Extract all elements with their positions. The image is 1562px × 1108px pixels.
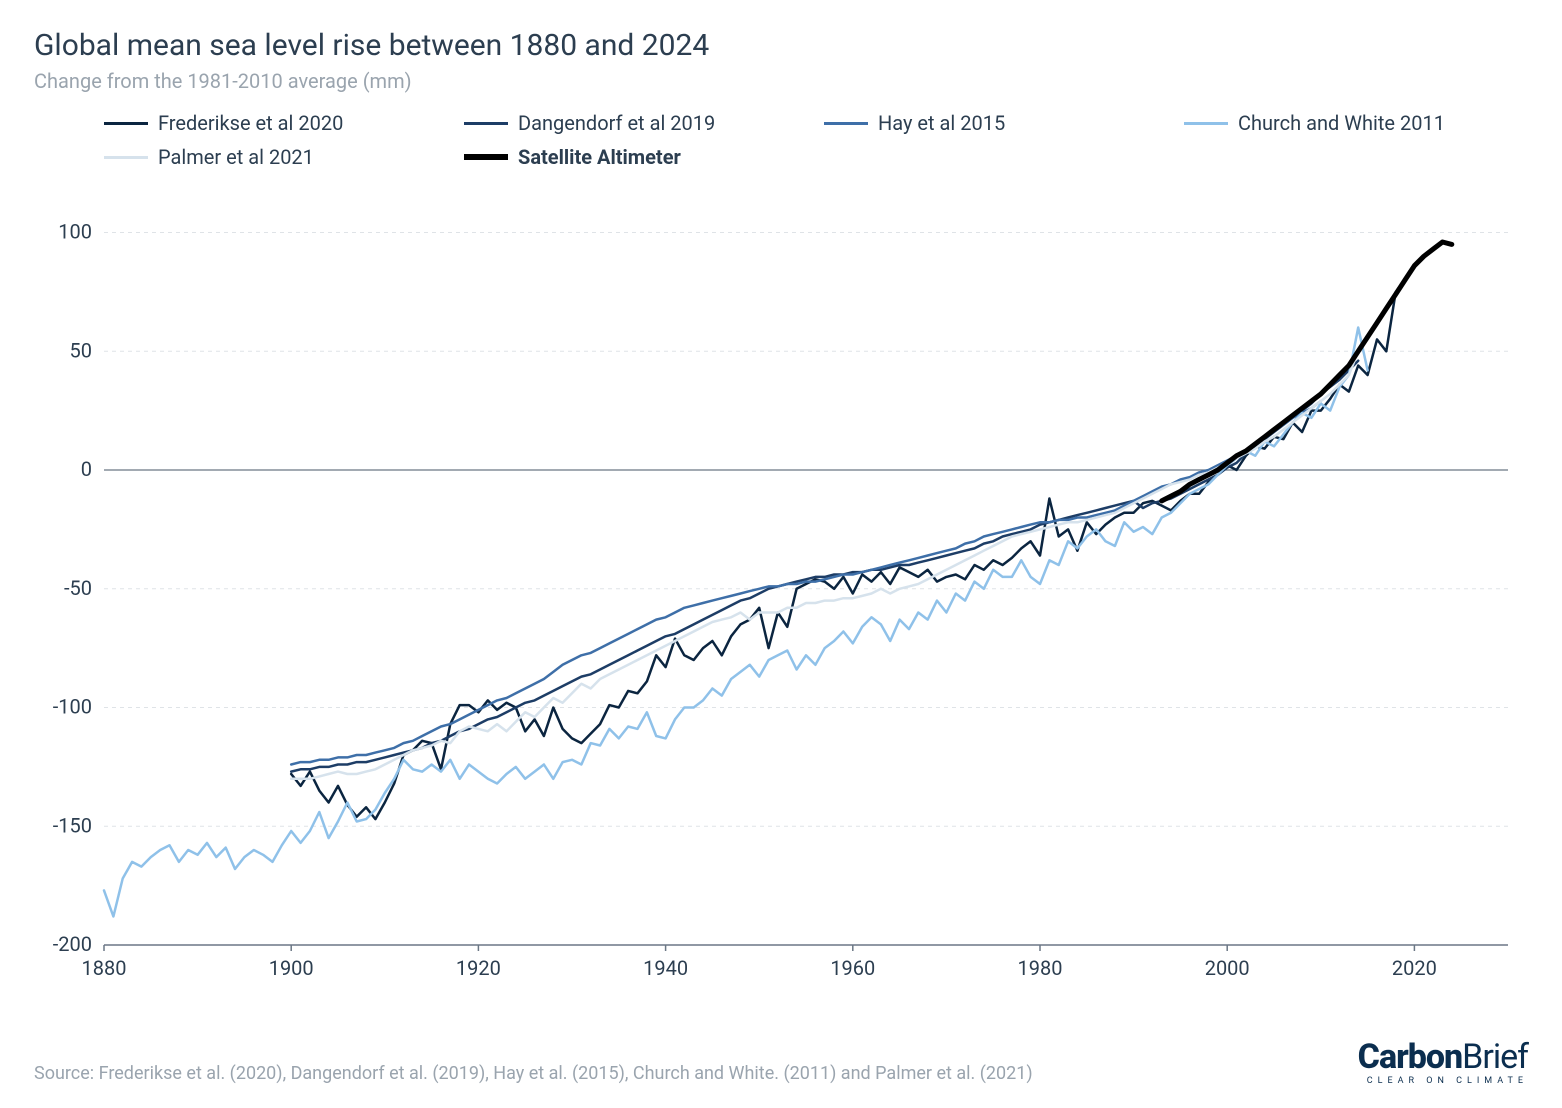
x-tick-label: 1980	[1018, 956, 1063, 980]
legend-label: Dangendorf et al 2019	[518, 111, 715, 135]
legend-swatch	[1184, 122, 1228, 125]
series-line	[104, 328, 1368, 917]
y-tick-label: 0	[81, 457, 92, 481]
y-tick-label: -150	[53, 813, 92, 837]
legend: Frederikse et al 2020 Dangendorf et al 20…	[104, 111, 1528, 169]
source-note: Source: Frederikse et al. (2020), Dangen…	[34, 1061, 1033, 1086]
brand-word-a: Carbon	[1358, 1037, 1463, 1077]
legend-label: Palmer et al 2021	[158, 145, 314, 169]
legend-swatch	[464, 122, 508, 125]
line-chart: -200 -150 -100 -50 0 50 100 1880 1900 1920 1940 196…	[34, 175, 1528, 995]
x-tick-label: 1940	[643, 956, 688, 980]
y-tick-label: 100	[58, 220, 92, 244]
legend-item: Satellite Altimeter	[464, 145, 764, 169]
series-line	[291, 351, 1358, 779]
legend-label: Satellite Altimeter	[518, 145, 681, 169]
x-tick-label: 1920	[456, 956, 501, 980]
chart-subtitle: Change from the 1981-2010 average (mm)	[34, 69, 1528, 93]
x-tick-label: 1880	[82, 956, 127, 980]
legend-swatch	[104, 122, 148, 125]
y-tick-label: 50	[70, 338, 92, 362]
series-line	[291, 292, 1396, 819]
legend-label: Hay et al 2015	[878, 111, 1005, 135]
brand-word-b: Brief	[1462, 1037, 1528, 1077]
brand-logo: CarbonBrief CLEAR ON CLIMATE	[1358, 1040, 1528, 1086]
legend-swatch	[104, 156, 148, 159]
legend-item: Hay et al 2015	[824, 111, 1124, 135]
legend-item: Frederikse et al 2020	[104, 111, 404, 135]
legend-label: Frederikse et al 2020	[158, 111, 343, 135]
y-tick-label: -200	[53, 932, 92, 956]
series-line	[291, 401, 1321, 764]
legend-item: Dangendorf et al 2019	[464, 111, 764, 135]
series-line	[291, 361, 1358, 772]
legend-item: Palmer et al 2021	[104, 145, 404, 169]
y-tick-label: -100	[53, 695, 92, 719]
x-tick-label: 1900	[269, 956, 314, 980]
legend-item: Church and White 2011	[1184, 111, 1484, 135]
brand-tagline: CLEAR ON CLIMATE	[1358, 1076, 1528, 1086]
x-tick-label: 1960	[830, 956, 875, 980]
y-tick-label: -50	[64, 576, 92, 600]
x-tick-label: 2000	[1205, 956, 1250, 980]
chart-title: Global mean sea level rise between 1880 …	[34, 28, 1528, 63]
series-line	[1162, 242, 1452, 501]
legend-label: Church and White 2011	[1238, 111, 1445, 135]
legend-swatch	[824, 122, 868, 125]
x-tick-label: 2020	[1392, 956, 1437, 980]
legend-swatch	[464, 154, 508, 160]
